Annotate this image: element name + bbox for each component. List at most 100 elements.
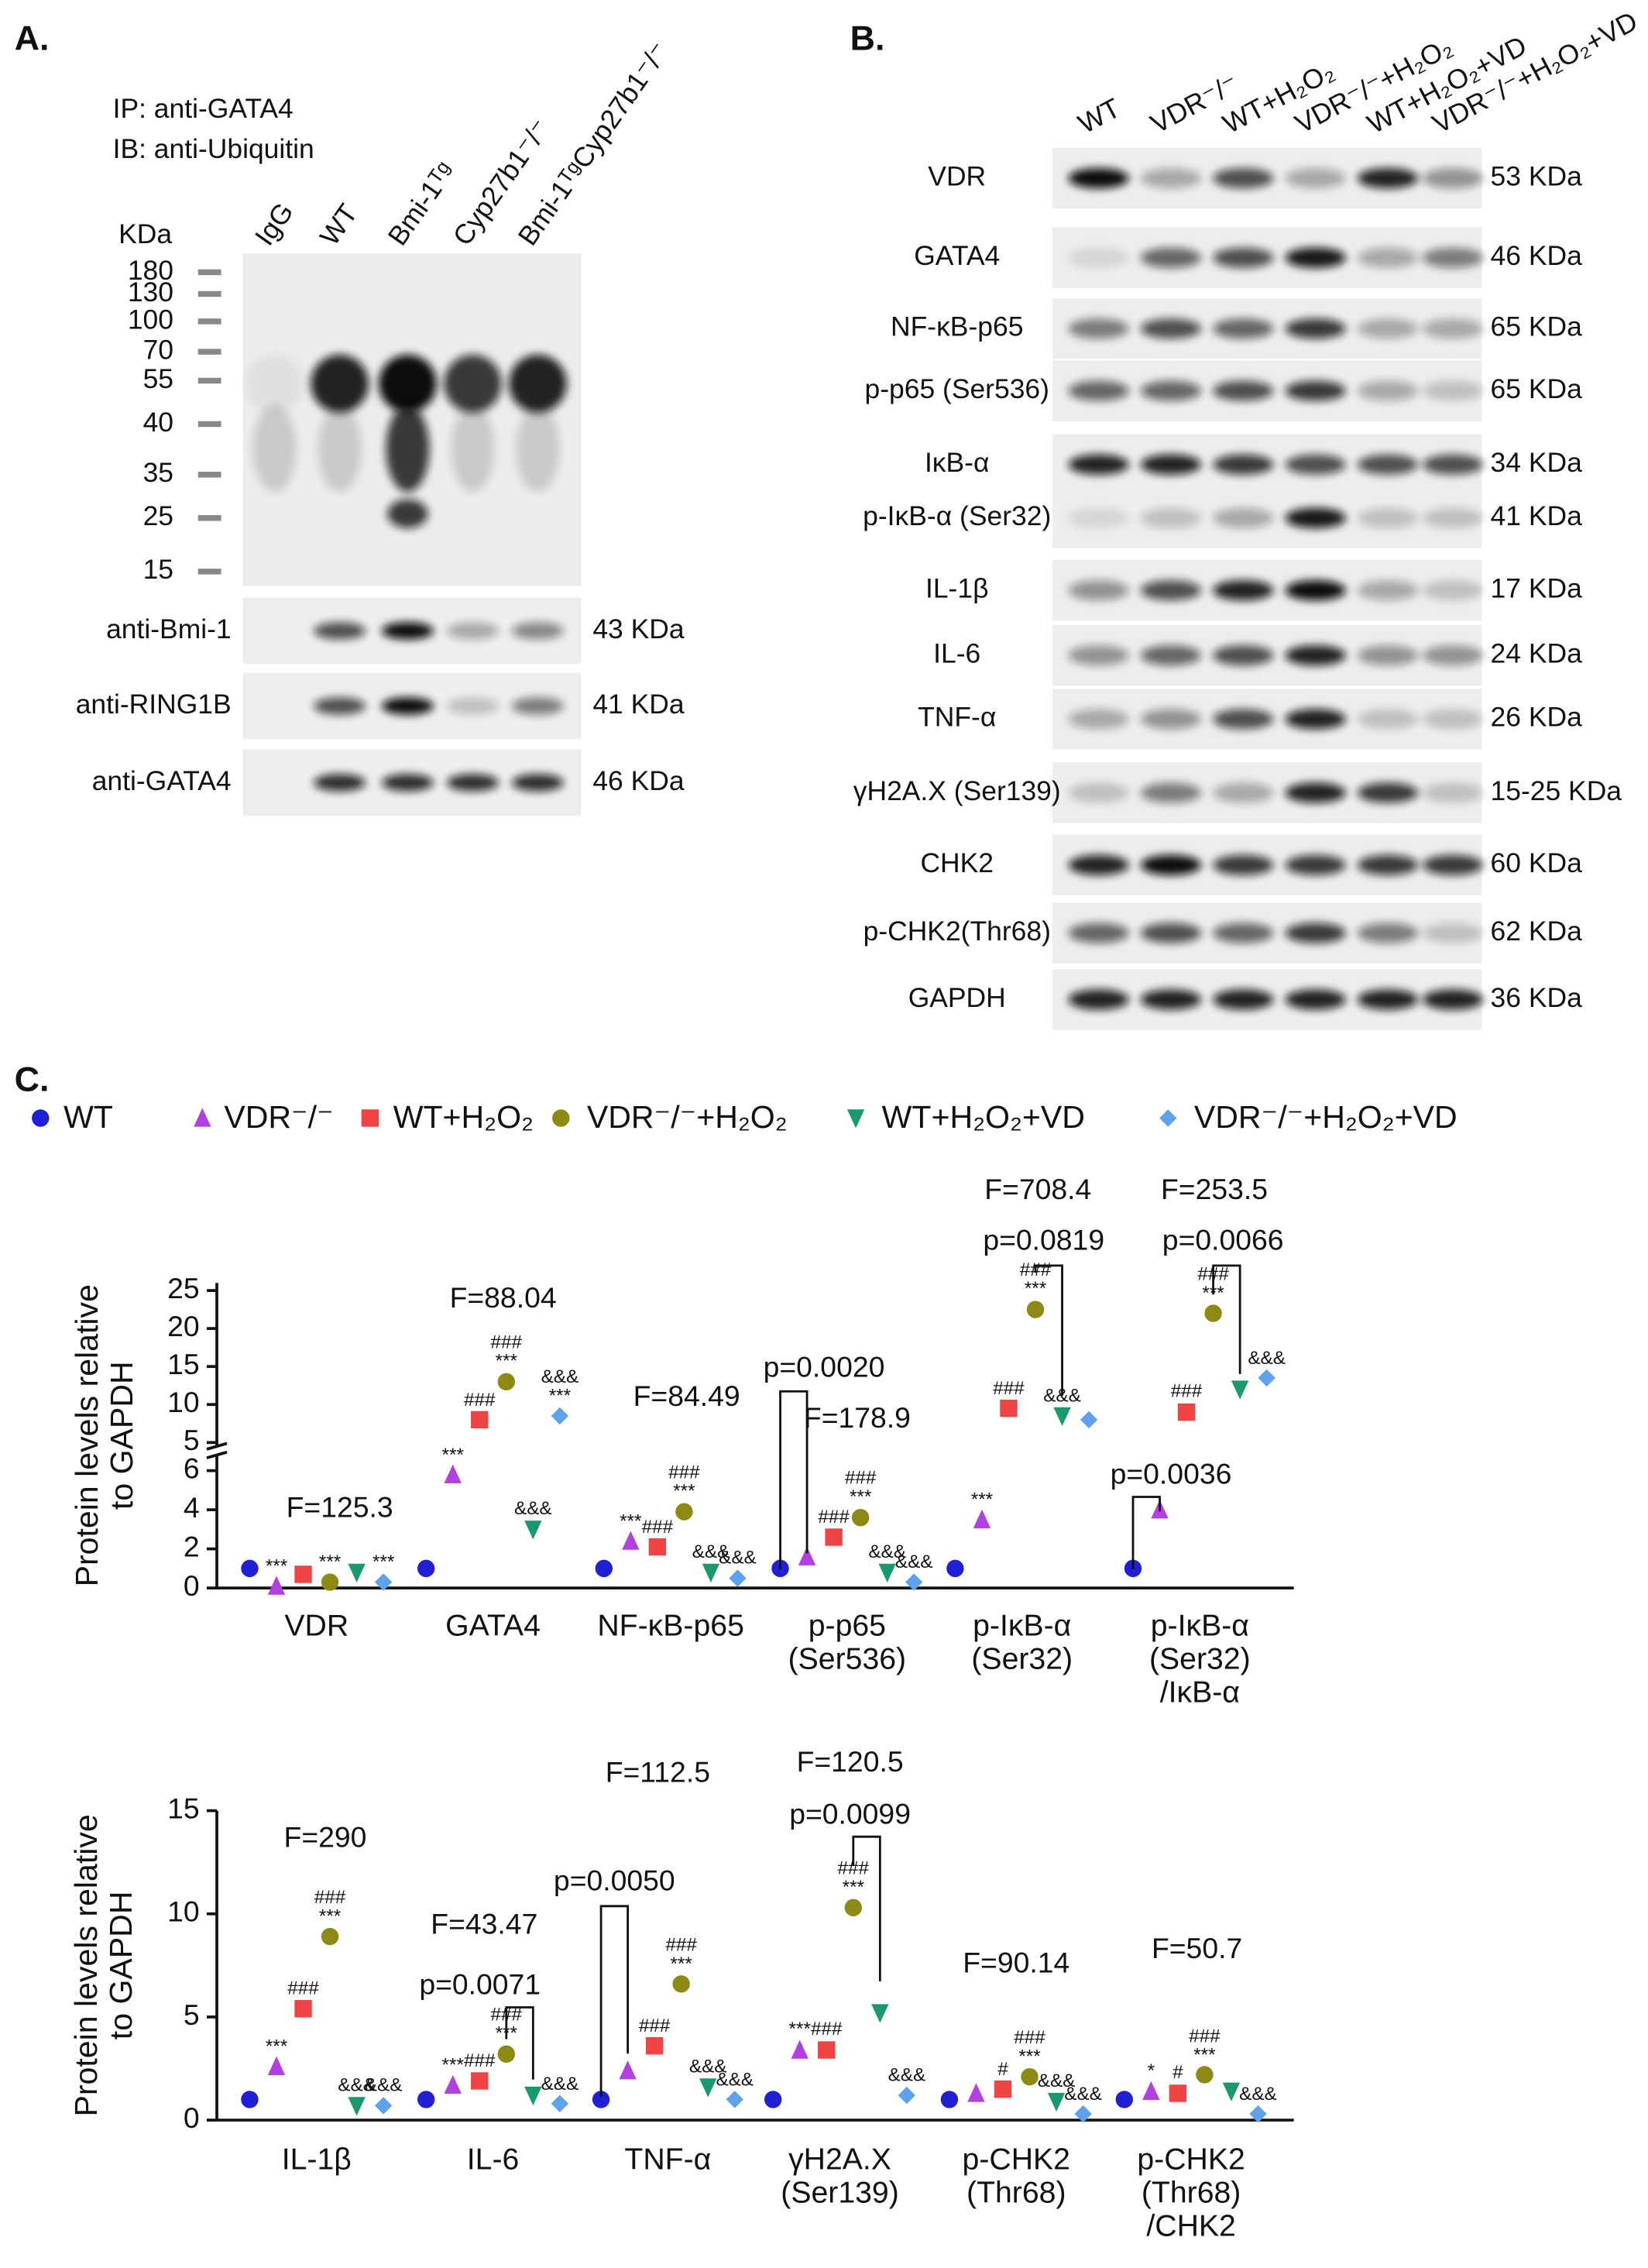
significance-label: ***: [788, 2018, 811, 2039]
data-point: [348, 1563, 366, 1582]
data-point: [1142, 2081, 1160, 2100]
data-point: [241, 2091, 259, 2108]
blot-band: [1140, 580, 1202, 601]
y-tick-label: 20: [167, 1310, 200, 1342]
significance-label: ### ***: [668, 1461, 700, 1500]
significance-label: &&&: [1239, 2082, 1277, 2103]
x-tick-label-box: p-p65 (Ser536): [788, 1610, 907, 1676]
axis-break: [206, 1442, 228, 1451]
significance-label: ### ***: [490, 1331, 523, 1370]
data-point: [241, 1559, 259, 1578]
blot-band: [1068, 709, 1129, 730]
blot-band: [446, 622, 499, 640]
blot-row-label: TNF-α: [918, 702, 996, 733]
data-point: [818, 2041, 836, 2059]
bracket: [779, 1390, 809, 1569]
blot-band: [1140, 709, 1202, 730]
blot-band: [1068, 645, 1129, 666]
legend-swatch: [361, 1109, 379, 1127]
blot-band: [1285, 380, 1346, 401]
data-point: [1000, 1399, 1018, 1418]
blot-row-label: IκB-α: [925, 447, 990, 478]
f-statistic-box: F=708.4: [984, 1174, 1092, 1207]
significance-label-box: ***: [442, 1444, 464, 1462]
lane-label: WT: [1073, 92, 1125, 139]
f-statistic: F=178.9: [803, 1403, 911, 1435]
significance-label-box: ###: [639, 2015, 671, 2034]
p-value: p=0.0819: [983, 1225, 1105, 1257]
x-tick-label: p-CHK2 (Thr68): [962, 2143, 1070, 2210]
blot-band: [1357, 645, 1419, 666]
significance-label-box: ###: [463, 1387, 496, 1408]
significance-label-box: ### ***: [845, 1469, 877, 1507]
x-tick-label-box: p-IκB-α (Ser32) /IκB-α: [1149, 1610, 1251, 1710]
data-point: [348, 2097, 366, 2116]
y-tick-label: 2: [184, 1530, 200, 1562]
significance-label-box: ###: [818, 1507, 850, 1525]
significance-label-box: &&&: [888, 2065, 926, 2084]
significance-label: ###: [463, 1387, 496, 1408]
significance-label-box: &&&: [692, 1542, 730, 1561]
marker-label: 180: [128, 255, 173, 286]
data-point: [444, 2074, 462, 2094]
significance-label-box: ***: [620, 1510, 641, 1529]
significance-label-box: &&&: [514, 1497, 552, 1518]
x-tick-label-box: γH2A.X (Ser139): [781, 2143, 899, 2210]
significance-label: &&&: [716, 2067, 754, 2088]
significance-label: ###: [810, 2018, 843, 2039]
ladder-band: [197, 290, 221, 297]
significance-label-box: &&&: [719, 1548, 757, 1566]
data-point: [1053, 1407, 1071, 1427]
bracket: [599, 1905, 629, 2098]
f-statistic: F=290: [283, 1822, 367, 1854]
blot-row-label: anti-RING1B: [76, 689, 232, 720]
blot-band: [1213, 782, 1274, 803]
data-point: [1258, 1369, 1275, 1387]
x-tick-label-box: IL-6: [467, 2143, 520, 2177]
data-point: [798, 1546, 816, 1565]
blot-band: [446, 697, 499, 715]
f-statistic: F=50.7: [1151, 1933, 1243, 1966]
blot-kda: 17 KDa: [1491, 572, 1583, 603]
blot-kda: 24 KDa: [1491, 637, 1583, 668]
significance-label-box: ###: [993, 1378, 1025, 1397]
blot-band: [1068, 318, 1129, 339]
blot-band: [1357, 454, 1419, 475]
ladder-band: [197, 515, 221, 521]
x-tick-label: IL-1β: [281, 2143, 352, 2177]
significance-label: ***: [372, 1550, 395, 1571]
significance-label: &&&: [541, 2071, 579, 2092]
marker-label: 55: [143, 363, 173, 394]
data-point: [471, 1411, 489, 1429]
blot-band: [1140, 782, 1202, 803]
blot-band: [1068, 854, 1129, 875]
blot-row-label: GAPDH: [908, 982, 1006, 1013]
f-statistic: F=708.4: [984, 1174, 1092, 1207]
f-statistic: F=84.49: [633, 1381, 740, 1414]
p-value-box: p=0.0819: [983, 1225, 1105, 1257]
blot-band: [1285, 989, 1346, 1010]
blot-band: [314, 622, 366, 640]
y-tick-label: 0: [184, 2101, 200, 2134]
significance-label: &&&: [514, 1497, 552, 1518]
blot-band: [1285, 168, 1346, 189]
blot-band: [1068, 989, 1129, 1010]
blot-row-label: VDR: [928, 160, 986, 191]
x-tick-label-box: TNF-α: [624, 2143, 711, 2177]
blot-band: [1285, 923, 1346, 943]
blot-row-label: GATA4: [914, 240, 1000, 271]
blot-band: [1213, 854, 1274, 875]
marker-label: 40: [143, 407, 173, 438]
blot-band: [252, 405, 297, 493]
legend-swatch: [552, 1109, 570, 1127]
significance-label-box: #: [997, 2059, 1008, 2077]
blot-kda: 41 KDa: [1491, 500, 1583, 531]
p-value-box: p=0.0036: [1111, 1459, 1232, 1491]
y-tick-label: 5: [184, 1424, 200, 1456]
marker-label: 25: [143, 500, 173, 531]
marker-label: 100: [128, 304, 173, 335]
blot-kda: 46 KDa: [1491, 240, 1583, 271]
ladder-band: [197, 349, 221, 355]
data-point: [1204, 1304, 1222, 1322]
f-statistic-box: F=112.5: [606, 1758, 710, 1789]
